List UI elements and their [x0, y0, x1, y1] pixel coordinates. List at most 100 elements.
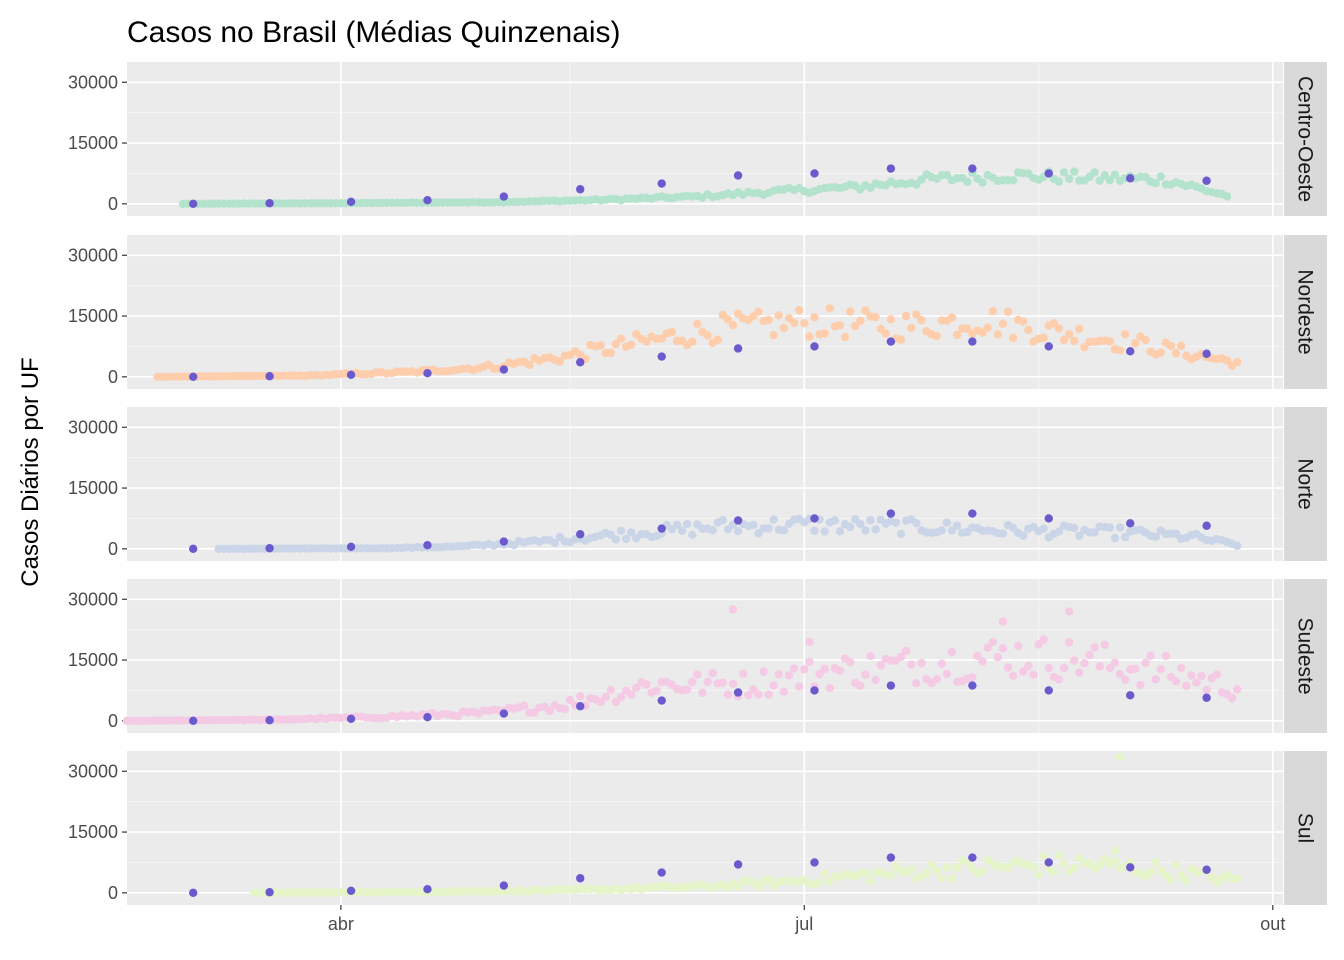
data-point [642, 337, 651, 346]
data-point [555, 357, 565, 366]
data-point [759, 667, 768, 676]
y-tick-label: 0 [108, 883, 118, 903]
average-point [968, 509, 977, 518]
y-tick-label: 30000 [68, 589, 118, 609]
panel-centro-oeste: 0 15000 30000 Centro-Oeste [68, 62, 1327, 216]
average-point [423, 884, 432, 894]
data-point [1085, 650, 1094, 660]
data-point [1064, 638, 1074, 647]
data-point [1059, 335, 1069, 345]
average-point [499, 192, 509, 201]
data-point [978, 867, 987, 876]
data-point [754, 307, 763, 316]
data-point [978, 178, 987, 187]
data-point [998, 319, 1008, 329]
data-point [616, 526, 626, 536]
data-point [764, 690, 773, 699]
data-point [1166, 341, 1176, 351]
facet-strip [1284, 62, 1327, 216]
data-point [1141, 335, 1150, 345]
data-point [1212, 670, 1221, 679]
data-point [1075, 324, 1084, 334]
data-point [1029, 862, 1038, 871]
average-point [189, 888, 198, 898]
data-point [784, 671, 794, 680]
data-point [1176, 341, 1186, 350]
average-point [733, 860, 743, 869]
average-point [1202, 693, 1211, 702]
data-point [1105, 176, 1115, 185]
chart-title: Casos no Brasil (Médias Quinzenais) [127, 16, 621, 49]
data-point [1049, 319, 1059, 328]
data-point [1054, 527, 1064, 536]
average-point [265, 199, 274, 208]
data-point [652, 686, 661, 695]
data-point [657, 334, 666, 343]
x-tick-label: jul [794, 914, 813, 934]
average-point [1202, 521, 1211, 530]
data-point [856, 519, 865, 529]
average-point [733, 171, 743, 180]
average-point [733, 688, 743, 697]
data-point [1197, 671, 1206, 681]
data-point [565, 695, 575, 705]
average-point [1202, 349, 1211, 358]
average-point [657, 696, 666, 705]
data-point [616, 334, 626, 343]
data-point [1115, 752, 1125, 762]
data-point [769, 515, 778, 524]
data-point [1110, 856, 1120, 865]
data-point [779, 323, 789, 333]
average-point [265, 544, 274, 553]
data-point [550, 538, 559, 548]
data-point [688, 337, 697, 346]
data-point [723, 690, 733, 699]
y-tick-label: 0 [108, 711, 118, 731]
data-point [1146, 651, 1155, 660]
data-point [1070, 523, 1079, 533]
average-point [810, 858, 819, 867]
average-point [346, 714, 356, 724]
y-tick-label: 15000 [68, 822, 118, 842]
data-point [626, 340, 636, 349]
panel-nordeste: 0 15000 30000 Nordeste [68, 235, 1327, 389]
data-point [1232, 874, 1242, 883]
data-point [1131, 664, 1140, 673]
y-tick-label: 30000 [68, 417, 118, 437]
y-tick-label: 30000 [68, 72, 118, 92]
average-point [189, 544, 198, 554]
data-point [1120, 675, 1130, 684]
data-point [677, 526, 687, 535]
data-point [988, 306, 997, 316]
data-point [703, 677, 712, 687]
data-point [912, 679, 921, 688]
data-point [856, 316, 865, 325]
data-point [856, 681, 865, 690]
data-point [1019, 667, 1028, 676]
data-point [917, 316, 926, 325]
data-point [667, 327, 677, 337]
data-point [1227, 693, 1237, 703]
y-tick-label: 30000 [68, 761, 118, 781]
data-point [754, 882, 763, 891]
data-point [993, 652, 1003, 662]
average-point [423, 195, 432, 205]
data-point [896, 652, 906, 661]
average-point [1044, 514, 1053, 523]
data-point [774, 311, 784, 320]
data-point [693, 670, 702, 679]
data-point [1222, 192, 1232, 201]
average-point [1126, 174, 1135, 183]
facet-strip-label: Nordeste [1294, 269, 1317, 354]
y-tick-label: 30000 [68, 245, 118, 265]
data-point [744, 690, 753, 700]
data-point [606, 348, 615, 358]
data-point [1044, 663, 1053, 673]
data-point [688, 530, 697, 540]
data-point [795, 682, 804, 691]
data-point [1070, 656, 1079, 665]
data-point [749, 685, 758, 694]
average-point [499, 365, 509, 374]
facet-strip-label: Centro-Oeste [1294, 76, 1317, 202]
data-point [805, 637, 814, 647]
